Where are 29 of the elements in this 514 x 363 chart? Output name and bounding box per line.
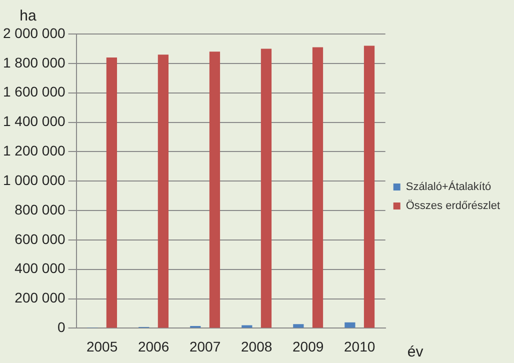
- bar: [364, 46, 375, 328]
- bar: [312, 47, 324, 328]
- bar: [158, 54, 169, 328]
- legend-label: Összes erdőrészlet: [406, 199, 500, 212]
- bar: [209, 52, 220, 328]
- y-tick-label: 400 000: [14, 260, 66, 276]
- y-tick-label: 200 000: [14, 290, 66, 306]
- x-axis-title: év: [407, 343, 424, 360]
- x-tick-label: 2006: [138, 338, 170, 354]
- y-tick-label: 2 000 000: [2, 24, 66, 41]
- y-tick-label: 1 200 000: [2, 142, 66, 159]
- y-axis-title: ha: [20, 8, 37, 25]
- y-tick-label: 1 400 000: [2, 113, 66, 130]
- bar: [344, 322, 356, 328]
- y-tick-label: 1 800 000: [2, 54, 66, 70]
- y-tick-label: 600 000: [14, 230, 66, 247]
- y-tick-label: 1 600 000: [2, 84, 66, 100]
- x-tick-label: 2005: [86, 338, 118, 354]
- x-tick-label: 2008: [240, 338, 272, 354]
- y-tick-label: 800 000: [14, 201, 66, 218]
- x-tick-label: 2007: [189, 338, 221, 354]
- x-tick-label: 2010: [344, 338, 376, 354]
- y-tick-label: 1 000 000: [2, 172, 66, 188]
- x-tick-label: 2009: [292, 338, 324, 354]
- legend-label: Szálaló+Átalakító: [406, 180, 492, 194]
- bar: [293, 324, 304, 328]
- y-tick-label: 0: [57, 319, 66, 336]
- bar: [106, 58, 118, 328]
- bar: [260, 48, 272, 328]
